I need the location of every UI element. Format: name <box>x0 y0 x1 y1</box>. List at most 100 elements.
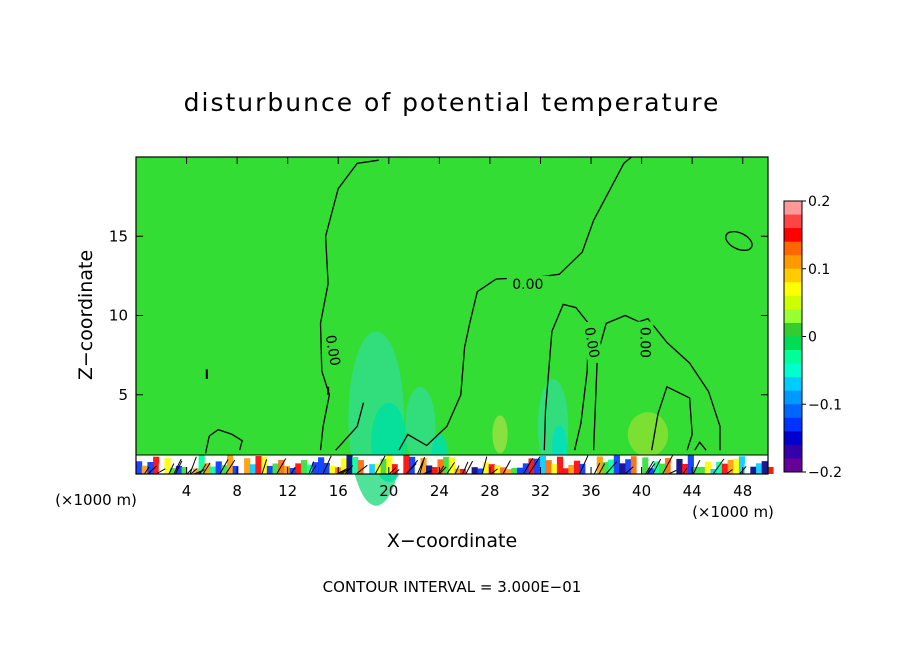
colorbar-swatch <box>784 322 802 337</box>
surface-cell <box>596 456 603 474</box>
surface-cell <box>403 455 410 474</box>
surface-contour <box>388 466 397 475</box>
x-unit-left: (×1000 m) <box>55 491 137 509</box>
surface-cell <box>329 465 336 474</box>
x-tick-label: 4 <box>182 482 192 500</box>
x-tick-label: 20 <box>379 482 398 500</box>
contour-line <box>398 156 632 451</box>
surface-cell <box>170 468 177 474</box>
surface-contour <box>523 458 534 475</box>
surface-cell <box>386 455 393 474</box>
contour-line <box>335 402 365 451</box>
chart-title: disturbunce of potential temperature <box>184 88 721 117</box>
surface-cell <box>755 463 763 474</box>
surface-cell <box>352 456 359 474</box>
surface-contour <box>446 462 455 475</box>
surface-contour <box>186 468 193 475</box>
surface-contour <box>438 466 447 475</box>
surface-cell <box>465 457 473 474</box>
surface-contour <box>465 460 474 475</box>
surface-cell <box>232 465 239 474</box>
surface-cell <box>283 466 291 474</box>
contour-label-bg <box>580 320 604 365</box>
x-tick-label: 48 <box>733 482 752 500</box>
surface-cell <box>573 460 581 474</box>
x-tick-label: 36 <box>581 482 600 500</box>
surface-cell <box>431 467 438 474</box>
surface-contour <box>174 460 183 475</box>
surface-cell <box>391 464 399 474</box>
surface-contour <box>528 456 541 475</box>
x-tick-label: 24 <box>430 482 449 500</box>
x-tick-label: 28 <box>480 482 499 500</box>
surface-cell <box>323 462 330 474</box>
surface-contour <box>393 469 400 475</box>
surface-cell <box>738 456 746 474</box>
x-axis-label: X−coordinate <box>387 530 517 552</box>
surface-cell <box>721 463 729 474</box>
surface-cell <box>482 462 490 474</box>
surface-cell <box>249 464 256 474</box>
contour-label: 0.00 <box>636 327 652 358</box>
surface-contour <box>692 459 701 475</box>
surface-cell <box>192 468 200 474</box>
surface-cell <box>153 456 160 474</box>
surface-cell <box>141 465 148 474</box>
surface-contour <box>344 465 354 475</box>
surface-cell <box>500 467 507 474</box>
surface-contour <box>645 460 654 475</box>
colorbar-swatch <box>784 431 802 446</box>
surface-contour <box>662 454 674 475</box>
surface-cell <box>227 455 234 474</box>
colorbar-tick-label: 0.2 <box>808 194 830 210</box>
surface-cell <box>204 462 211 474</box>
surface-cell <box>312 462 319 474</box>
y-tick-label: 5 <box>118 386 128 404</box>
surface-cell <box>750 466 757 474</box>
surface-cell <box>710 468 717 474</box>
surface-cell <box>659 463 666 474</box>
colorbar-tick-label: −0.1 <box>808 397 842 413</box>
surface-cell <box>625 459 632 474</box>
surface-cell <box>136 461 143 474</box>
colorbar: 0.2 0.1 0 −0.1 −0.2 <box>783 194 842 481</box>
surface-cell <box>670 462 677 474</box>
surface-contour <box>147 465 157 475</box>
surface-cell <box>733 458 740 474</box>
colorbar-swatch <box>784 309 802 324</box>
surface-cell <box>534 458 541 474</box>
surface-cell <box>221 465 228 474</box>
surface-contour <box>225 459 236 475</box>
x-tick-label: 32 <box>531 482 550 500</box>
x-tick-label: 8 <box>232 482 242 500</box>
surface-contour <box>374 455 386 475</box>
surface-cell <box>209 466 217 474</box>
contour-line <box>651 385 693 451</box>
surface-cell <box>568 464 575 474</box>
surface-cell <box>539 455 547 474</box>
surface-contour <box>308 461 315 475</box>
surface-cell <box>676 458 683 474</box>
colorbar-swatch <box>784 201 802 216</box>
surface-contour <box>462 461 469 475</box>
x-axis: 4 8 12 16 20 24 28 32 36 40 44 48 <box>182 157 752 500</box>
surface-contour <box>155 468 166 475</box>
surface-contour <box>405 463 417 475</box>
surface-cell <box>505 469 512 474</box>
colorbar-swatch <box>784 363 802 378</box>
colorbar-swatch <box>784 295 802 310</box>
surface-contour <box>199 464 207 475</box>
surface-cell <box>409 456 416 474</box>
surface-contour <box>605 461 618 475</box>
surface-cell <box>727 459 734 474</box>
surface-cell <box>687 455 694 474</box>
contour-label-bg <box>637 321 654 364</box>
contour-line <box>592 314 721 451</box>
surface-cell <box>300 460 308 474</box>
surface-contour <box>276 458 287 475</box>
contour-line <box>543 303 590 451</box>
surface-cell <box>363 468 370 474</box>
surface-cell <box>716 461 723 474</box>
colorbar-tick-label: 0 <box>808 330 817 346</box>
contour-label-bg <box>321 328 345 373</box>
